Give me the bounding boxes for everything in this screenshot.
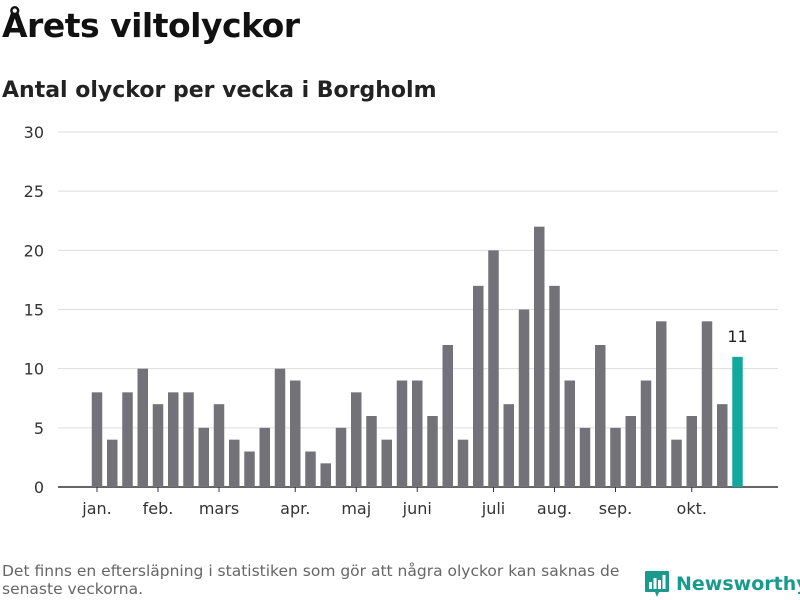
x-tick-label: feb.	[143, 499, 174, 518]
bar	[122, 392, 133, 487]
bar	[518, 309, 530, 487]
bar	[473, 285, 484, 487]
y-tick-label: 15	[24, 301, 44, 320]
bar	[595, 345, 606, 487]
bar	[534, 226, 545, 487]
y-tick-label: 25	[24, 182, 44, 201]
x-tick-label: apr.	[280, 499, 310, 518]
bar	[701, 321, 713, 487]
y-axis-ticks: 0 5 10 15 20 25 30	[24, 123, 44, 497]
x-tick-label: maj	[341, 499, 371, 518]
bar	[656, 321, 667, 487]
bar	[320, 463, 331, 487]
y-tick-label: 5	[34, 419, 44, 438]
bar	[686, 416, 697, 487]
bar	[198, 427, 209, 487]
bar	[412, 380, 423, 487]
bar	[229, 439, 240, 487]
bar	[579, 427, 591, 487]
x-tick-label: jan.	[81, 499, 111, 518]
chart-title: Årets viltolyckor	[2, 6, 300, 45]
bar	[366, 416, 377, 487]
bars	[91, 226, 743, 487]
bar	[625, 416, 636, 487]
x-tick-label: mars	[199, 499, 239, 518]
bar	[457, 439, 469, 487]
bar	[396, 380, 408, 487]
y-tick-label: 30	[24, 123, 44, 142]
x-tick-label: aug.	[537, 499, 572, 518]
bar	[671, 439, 682, 487]
bar	[91, 392, 103, 487]
x-axis-ticks: jan. feb. mars apr. maj juni juli aug. sep. okt.	[81, 487, 707, 518]
y-tick-label: 10	[24, 360, 44, 379]
bar	[488, 250, 499, 487]
x-tick-label: juli	[481, 499, 505, 518]
brand-name: Newsworthy	[676, 573, 800, 595]
data-labels: 11	[727, 327, 747, 346]
bar	[244, 451, 255, 487]
bar	[213, 404, 225, 487]
y-tick-label: 0	[34, 478, 44, 497]
brand-logo: Newsworthy	[644, 568, 800, 600]
bar	[640, 380, 652, 487]
bar	[717, 404, 728, 487]
bar	[137, 368, 148, 487]
bar	[351, 392, 362, 487]
bar	[549, 285, 560, 487]
bar	[442, 345, 453, 487]
bar-chart-logo-icon	[645, 571, 669, 597]
bar	[168, 392, 179, 487]
bar	[564, 380, 575, 487]
x-tick-label: sep.	[599, 499, 632, 518]
bar-chart: 0 5 10 15 20 25 30 jan. feb. mars apr. maj juni juli…	[24, 123, 778, 518]
bar	[305, 451, 316, 487]
bar	[183, 392, 194, 487]
bar	[290, 380, 301, 487]
bar	[259, 427, 270, 487]
x-tick-label: okt.	[677, 499, 707, 518]
y-tick-label: 20	[24, 241, 44, 260]
highlight-data-label: 11	[727, 327, 747, 346]
bar	[427, 416, 438, 487]
chart-subtitle: Antal olyckor per vecka i Borgholm	[2, 78, 437, 103]
bar	[335, 427, 347, 487]
x-tick-label: juni	[402, 499, 432, 518]
bar	[732, 356, 743, 487]
bar	[107, 439, 118, 487]
bar	[610, 427, 621, 487]
bar	[152, 404, 164, 487]
footnote: Det finns en eftersläpning i statistiken…	[2, 562, 620, 598]
bar	[503, 404, 514, 487]
bar	[274, 368, 286, 487]
bar	[381, 439, 392, 487]
